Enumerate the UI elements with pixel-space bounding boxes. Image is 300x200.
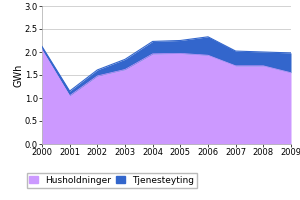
- Y-axis label: GWh: GWh: [13, 63, 23, 87]
- Legend: Husholdninger, Tjenesteyting: Husholdninger, Tjenesteyting: [27, 173, 197, 188]
